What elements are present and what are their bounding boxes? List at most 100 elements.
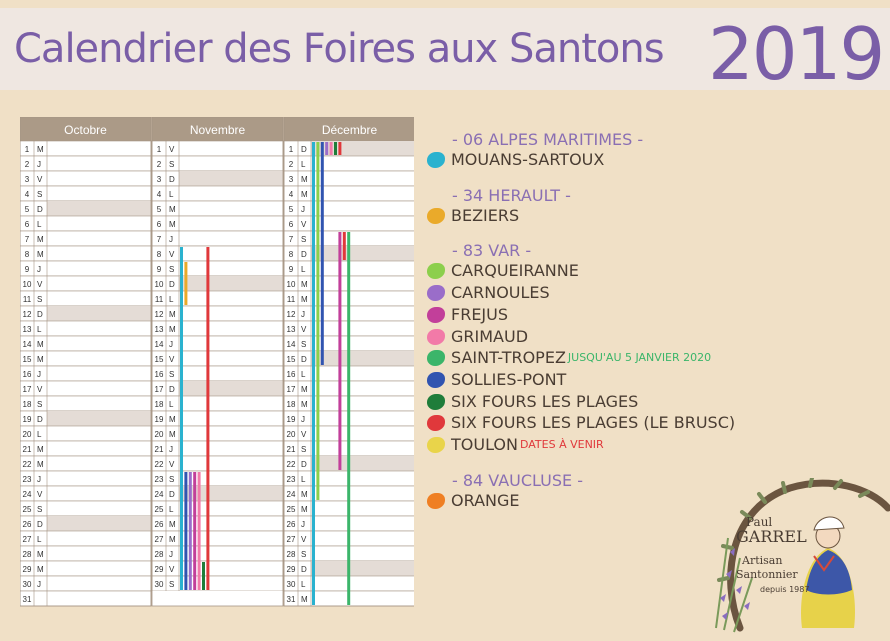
fair-town-label: SIX FOURS LES PLAGES (LE BRUSC) bbox=[451, 413, 736, 433]
day-number: 7 bbox=[25, 235, 30, 244]
day-number: 12 bbox=[287, 310, 296, 319]
day-row: 16 S bbox=[151, 365, 284, 382]
day-number: 10 bbox=[23, 280, 32, 289]
day-letter: V bbox=[301, 220, 307, 229]
day-row: 14 J bbox=[151, 335, 284, 352]
day-letter: V bbox=[169, 145, 175, 154]
fair-town-name: CARNOULES bbox=[451, 283, 550, 302]
fair-town-name: SAINT-TROPEZ JUSQU'AU 5 JANVIER 2020 bbox=[451, 348, 711, 367]
day-row: 18 L bbox=[151, 395, 284, 412]
day-letter: V bbox=[301, 430, 307, 439]
day-number: 10 bbox=[155, 280, 164, 289]
fair-bar-mouans bbox=[180, 247, 183, 590]
day-number: 12 bbox=[23, 310, 32, 319]
day-row: 20 L bbox=[20, 425, 152, 442]
day-number: 16 bbox=[287, 370, 296, 379]
day-row: 19 M bbox=[151, 410, 284, 427]
day-number: 28 bbox=[23, 550, 32, 559]
day-letter: M bbox=[37, 550, 44, 559]
day-letter: V bbox=[37, 490, 43, 499]
day-number: 29 bbox=[287, 565, 296, 574]
day-row: 18 S bbox=[20, 395, 152, 412]
day-letter: L bbox=[37, 220, 42, 229]
day-number: 30 bbox=[287, 580, 296, 589]
day-row: 30 S bbox=[151, 575, 284, 592]
day-number: 12 bbox=[155, 310, 164, 319]
fair-bar-sixfours bbox=[334, 142, 337, 155]
day-number: 3 bbox=[289, 175, 294, 184]
logo-role-2: Santonnier bbox=[736, 568, 798, 581]
fair-town-label: SAINT-TROPEZ bbox=[451, 348, 566, 368]
day-letter: M bbox=[301, 295, 308, 304]
day-letter: D bbox=[169, 490, 175, 499]
day-letter: J bbox=[301, 415, 305, 424]
day-letter: M bbox=[37, 235, 44, 244]
day-number: 23 bbox=[23, 475, 32, 484]
fair-town-label: FREJUS bbox=[451, 304, 509, 324]
day-letter: J bbox=[37, 580, 41, 589]
day-row: 21 J bbox=[151, 440, 284, 457]
day-number: 21 bbox=[23, 445, 32, 454]
day-number: 31 bbox=[23, 595, 32, 604]
day-letter: D bbox=[37, 205, 43, 214]
day-letter: L bbox=[169, 505, 174, 514]
day-number: 25 bbox=[23, 505, 32, 514]
day-number: 3 bbox=[25, 175, 30, 184]
day-letter: M bbox=[37, 565, 44, 574]
day-letter: J bbox=[301, 310, 305, 319]
day-number: 7 bbox=[289, 235, 294, 244]
day-row: 20 M bbox=[151, 425, 284, 442]
day-letter: D bbox=[37, 520, 43, 529]
day-number: 4 bbox=[157, 190, 162, 199]
fair-bar-brusc bbox=[338, 142, 342, 155]
day-letter: M bbox=[301, 190, 308, 199]
day-letter: V bbox=[169, 355, 175, 364]
day-letter: M bbox=[37, 355, 44, 364]
day-number: 2 bbox=[25, 160, 30, 169]
month-header bbox=[152, 117, 283, 141]
day-letter: M bbox=[37, 460, 44, 469]
day-letter: S bbox=[37, 295, 42, 304]
day-number: 5 bbox=[157, 205, 162, 214]
day-row: 30 J bbox=[20, 575, 152, 592]
fair-town-label: ORANGE bbox=[451, 490, 520, 510]
paint-swatch-icon bbox=[427, 328, 445, 345]
day-number: 9 bbox=[289, 265, 294, 274]
fair-town-label: TOULON bbox=[451, 435, 518, 454]
day-row: 11 S bbox=[20, 290, 152, 307]
month-header bbox=[20, 117, 151, 141]
day-number: 24 bbox=[23, 490, 32, 499]
paint-swatch-icon bbox=[427, 207, 445, 224]
day-letter: M bbox=[169, 325, 176, 334]
day-number: 8 bbox=[25, 250, 30, 259]
day-number: 10 bbox=[287, 280, 296, 289]
day-row: 24 V bbox=[20, 485, 152, 502]
fair-bar-beziers bbox=[184, 262, 188, 305]
day-letter: V bbox=[169, 460, 175, 469]
day-letter: J bbox=[169, 550, 173, 559]
fair-town-name: TOULON DATES À VENIR bbox=[451, 435, 604, 454]
region-title: - 84 VAUCLUSE - bbox=[452, 470, 584, 490]
day-row: 31 bbox=[20, 590, 152, 607]
day-number: 18 bbox=[287, 400, 296, 409]
fair-bar-carqueiranne bbox=[316, 142, 320, 500]
day-row: 29 M bbox=[20, 560, 152, 577]
paint-swatch-icon bbox=[427, 152, 445, 168]
day-number: 16 bbox=[155, 370, 164, 379]
day-letter: M bbox=[169, 220, 176, 229]
day-number: 17 bbox=[287, 385, 296, 394]
day-letter: M bbox=[169, 430, 176, 439]
day-number: 29 bbox=[23, 565, 32, 574]
day-number: 24 bbox=[155, 490, 164, 499]
fair-town-name: SIX FOURS LES PLAGES (LE BRUSC) bbox=[451, 413, 735, 432]
day-letter: M bbox=[169, 415, 176, 424]
day-letter: D bbox=[169, 280, 175, 289]
